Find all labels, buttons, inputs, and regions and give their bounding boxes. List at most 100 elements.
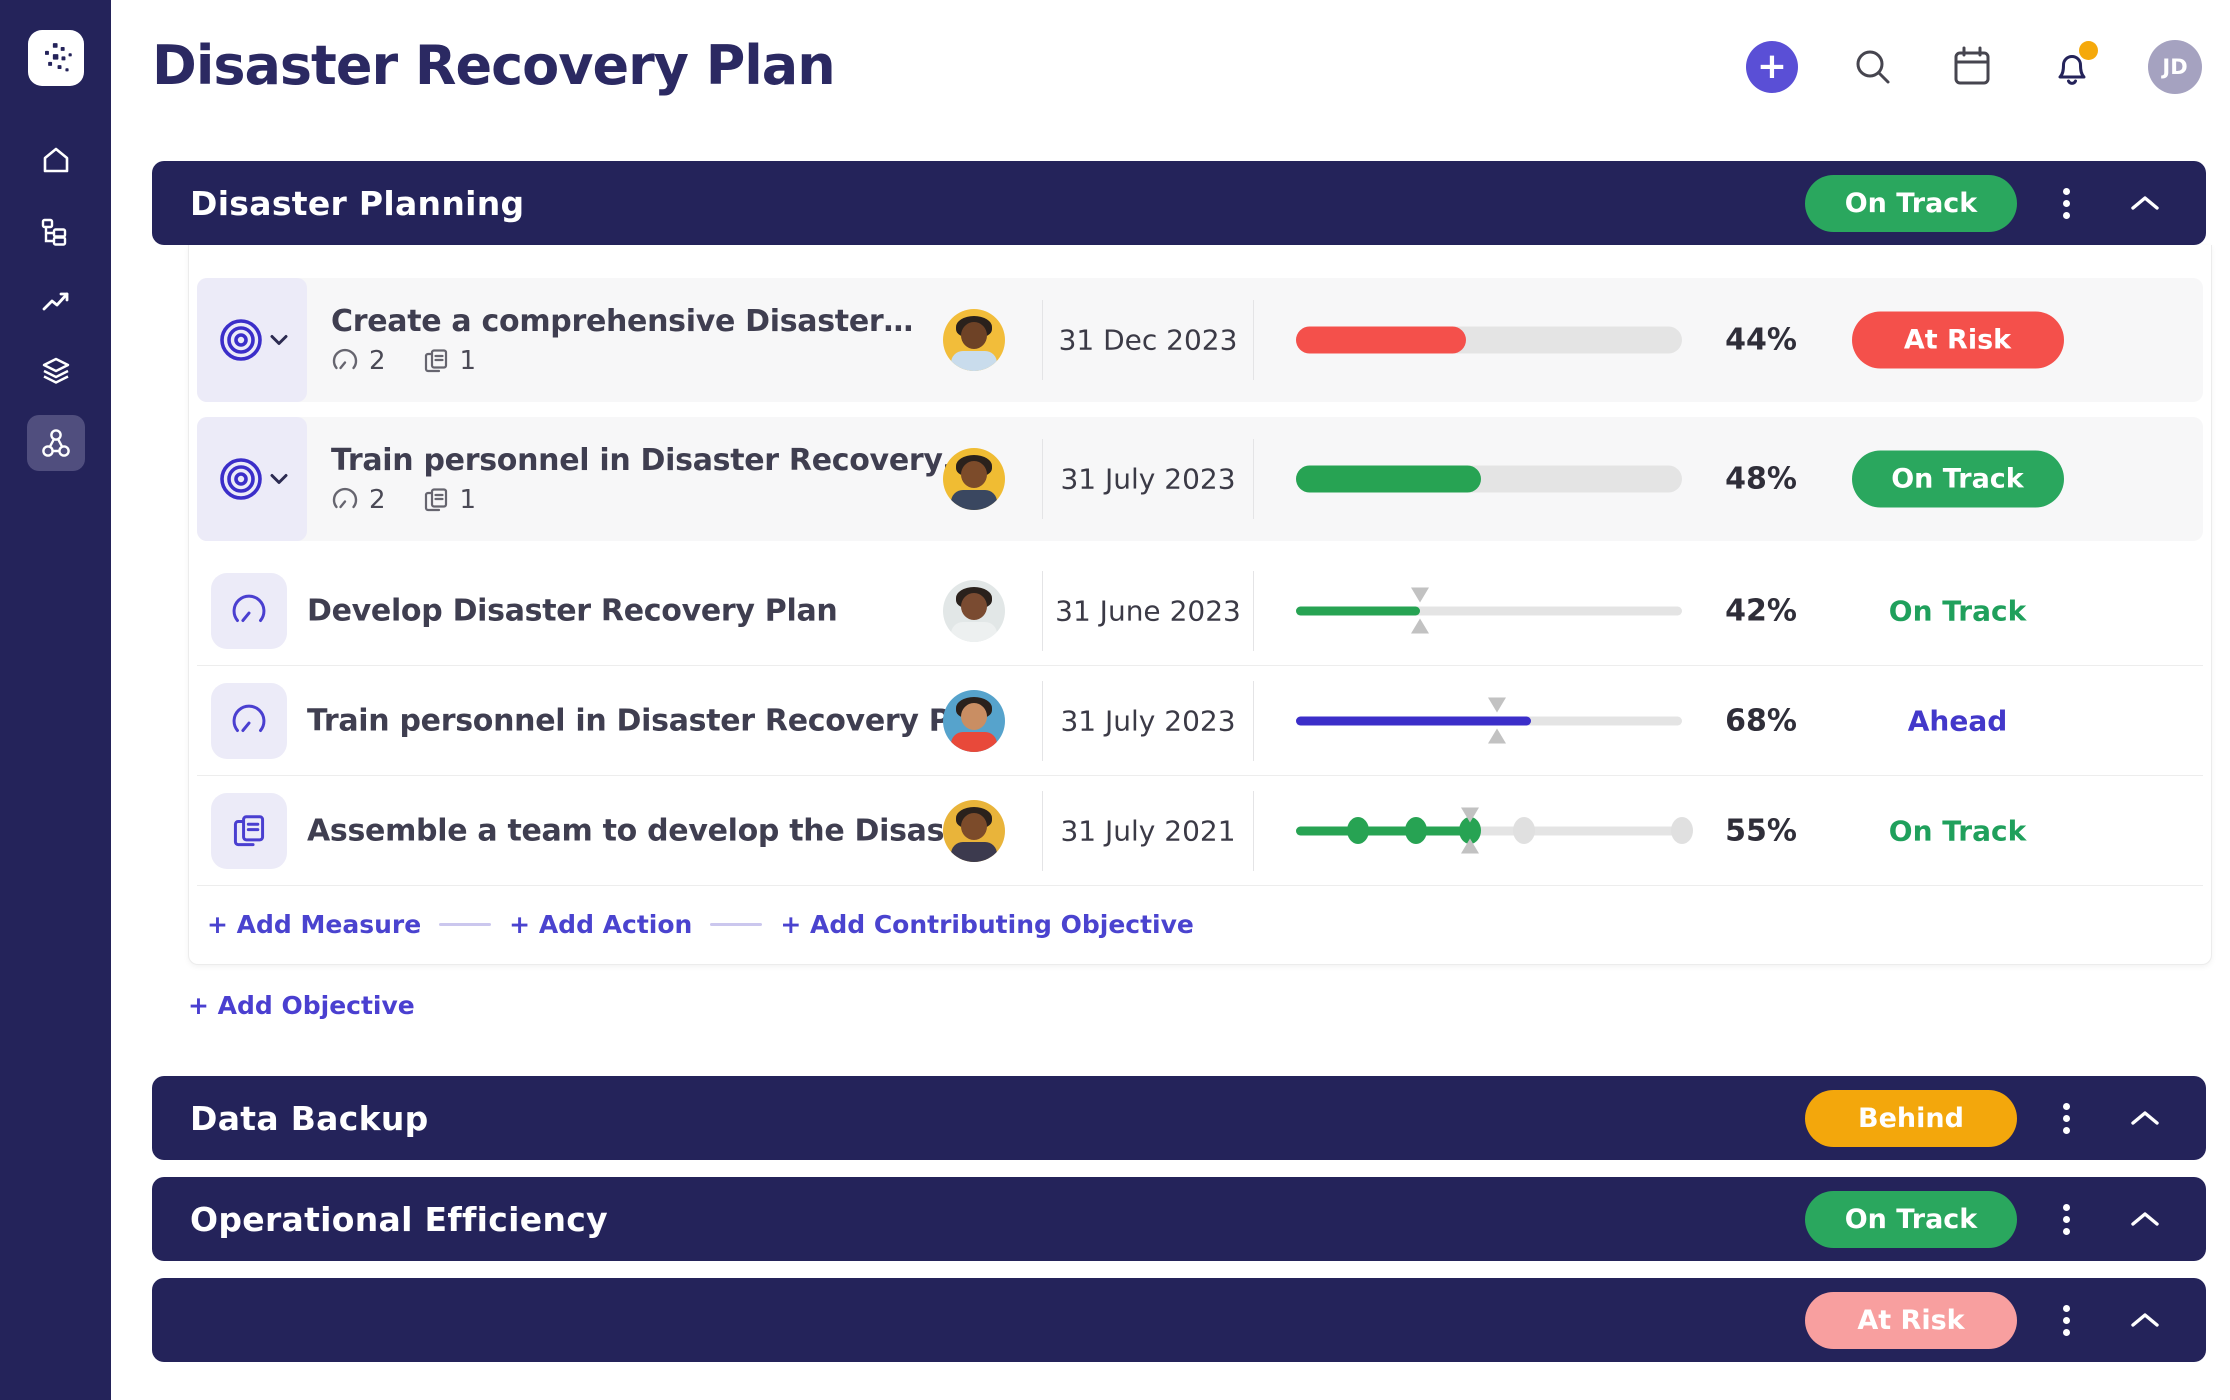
section-header-operational-efficiency[interactable]: Operational Efficiency On Track	[152, 1177, 2206, 1261]
progress-percent: 55%	[1725, 813, 1797, 848]
measure-title[interactable]: Train personnel in Disaster Recovery Pla…	[307, 703, 1002, 738]
create-button[interactable]: +	[1746, 41, 1798, 93]
add-objective-link[interactable]: + Add Objective	[188, 991, 415, 1020]
target-marker[interactable]	[1410, 588, 1430, 634]
layers-icon	[42, 357, 69, 384]
due-date[interactable]: 31 July 2021	[1060, 814, 1236, 847]
measure-row[interactable]: Train personnel in Disaster Recovery Pla…	[197, 666, 2203, 776]
column-divider	[1253, 680, 1254, 761]
milestone-progress[interactable]	[1296, 817, 1693, 844]
progress-slider[interactable]	[1296, 716, 1682, 725]
target-marker[interactable]	[1460, 808, 1480, 854]
app-logo[interactable]	[28, 30, 84, 86]
chevron-down-icon[interactable]	[270, 334, 288, 346]
status-text: Ahead	[1907, 704, 2008, 737]
column-divider	[1042, 300, 1043, 380]
status-badge[interactable]: At Risk	[1805, 1291, 2017, 1349]
action-iconbox[interactable]	[211, 792, 287, 869]
sidebar-item-network[interactable]	[0, 414, 111, 472]
sidebar-item-hierarchy[interactable]	[0, 203, 111, 261]
milestone-dot[interactable]	[1346, 817, 1369, 844]
objective-expander[interactable]	[197, 278, 307, 402]
kebab-menu-icon[interactable]	[2057, 1200, 2076, 1239]
objective-expander[interactable]	[197, 417, 307, 541]
calendar-button[interactable]	[1948, 43, 1996, 91]
measure-count: 2	[369, 346, 386, 376]
search-button[interactable]	[1850, 44, 1896, 90]
status-badge[interactable]: On Track	[1805, 1190, 2017, 1248]
section-header-data-backup[interactable]: Data Backup Behind	[152, 1076, 2206, 1160]
column-divider	[1042, 790, 1043, 871]
measure-iconbox[interactable]	[211, 572, 287, 649]
owner-avatar[interactable]	[943, 689, 1005, 752]
owner-avatar[interactable]	[943, 799, 1005, 862]
owner-avatar[interactable]	[943, 448, 1005, 510]
chevron-down-icon[interactable]	[270, 473, 288, 485]
progress-fill	[1296, 326, 1466, 354]
sidebar-item-trends[interactable]	[0, 273, 111, 331]
action-row[interactable]: Assemble a team to develop the Disast… 3…	[197, 776, 2203, 886]
column-divider	[1253, 790, 1254, 871]
objective-row[interactable]: Create a comprehensive Disaster… 2 1	[197, 278, 2203, 402]
milestone-dot[interactable]	[1404, 817, 1427, 844]
section-header-partial[interactable]: At Risk	[152, 1278, 2206, 1362]
status-badge[interactable]: On Track	[1805, 174, 2017, 232]
section-header-disaster-planning[interactable]: Disaster Planning On Track	[152, 161, 2206, 245]
logo-dots-icon	[45, 43, 72, 72]
progress-slider[interactable]	[1296, 606, 1682, 615]
section-title: Disaster Planning	[190, 183, 525, 223]
pages-icon	[424, 349, 447, 373]
objective-title[interactable]: Train personnel in Disaster Recovery…	[331, 443, 973, 478]
measure-row[interactable]: Develop Disaster Recovery Plan 31 June 2…	[197, 556, 2203, 666]
bell-icon	[2058, 55, 2086, 85]
column-divider	[1042, 439, 1043, 519]
due-date[interactable]: 31 June 2023	[1055, 594, 1241, 627]
action-count: 1	[459, 346, 477, 376]
measure-title[interactable]: Develop Disaster Recovery Plan	[307, 593, 838, 628]
dash-connector	[439, 922, 492, 926]
active-indicator	[27, 415, 85, 471]
measure-iconbox[interactable]	[211, 682, 287, 759]
collapse-chevron-icon[interactable]	[2130, 1109, 2160, 1127]
progress-fill	[1296, 716, 1532, 725]
user-avatar[interactable]: JD	[2148, 40, 2202, 94]
sidebar	[0, 0, 111, 1400]
sidebar-item-home[interactable]	[0, 131, 111, 189]
add-contributing-objective-link[interactable]: + Add Contributing Objective	[780, 909, 1194, 939]
collapse-chevron-icon[interactable]	[2130, 1210, 2160, 1228]
add-measure-link[interactable]: + Add Measure	[207, 909, 422, 939]
objective-title[interactable]: Create a comprehensive Disaster…	[331, 304, 914, 339]
milestone-dot[interactable]	[1671, 817, 1693, 844]
column-divider	[1253, 570, 1254, 651]
gauge-icon	[232, 594, 266, 622]
milestone-dot[interactable]	[1512, 817, 1535, 844]
status-badge[interactable]: At Risk	[1851, 311, 2064, 369]
progress-fill	[1296, 826, 1474, 835]
collapse-chevron-icon[interactable]	[2130, 194, 2160, 212]
target-marker[interactable]	[1487, 698, 1507, 744]
kebab-menu-icon[interactable]	[2057, 1301, 2076, 1340]
due-date[interactable]: 31 July 2023	[1060, 462, 1236, 496]
objective-row[interactable]: Train personnel in Disaster Recovery… 2 …	[197, 417, 2203, 541]
sidebar-item-layers[interactable]	[0, 342, 111, 400]
search-icon	[1856, 50, 1890, 84]
kebab-menu-icon[interactable]	[2057, 184, 2076, 223]
section-title: Operational Efficiency	[190, 1199, 608, 1239]
action-title[interactable]: Assemble a team to develop the Disast…	[307, 813, 988, 848]
column-divider	[1042, 680, 1043, 761]
due-date[interactable]: 31 Dec 2023	[1058, 323, 1238, 357]
due-date[interactable]: 31 July 2023	[1060, 704, 1236, 737]
add-action-link[interactable]: + Add Action	[509, 909, 693, 939]
notifications-button[interactable]	[2048, 41, 2098, 91]
status-text: On Track	[1888, 814, 2027, 847]
collapse-chevron-icon[interactable]	[2130, 1311, 2160, 1329]
kebab-menu-icon[interactable]	[2057, 1099, 2076, 1138]
dash-connector	[710, 922, 763, 926]
status-badge[interactable]: Behind	[1805, 1089, 2017, 1147]
status-text: On Track	[1888, 594, 2027, 627]
owner-avatar[interactable]	[943, 579, 1005, 642]
progress-percent: 48%	[1725, 461, 1797, 497]
owner-avatar[interactable]	[943, 309, 1005, 371]
status-badge[interactable]: On Track	[1851, 450, 2064, 508]
column-divider	[1253, 300, 1254, 380]
